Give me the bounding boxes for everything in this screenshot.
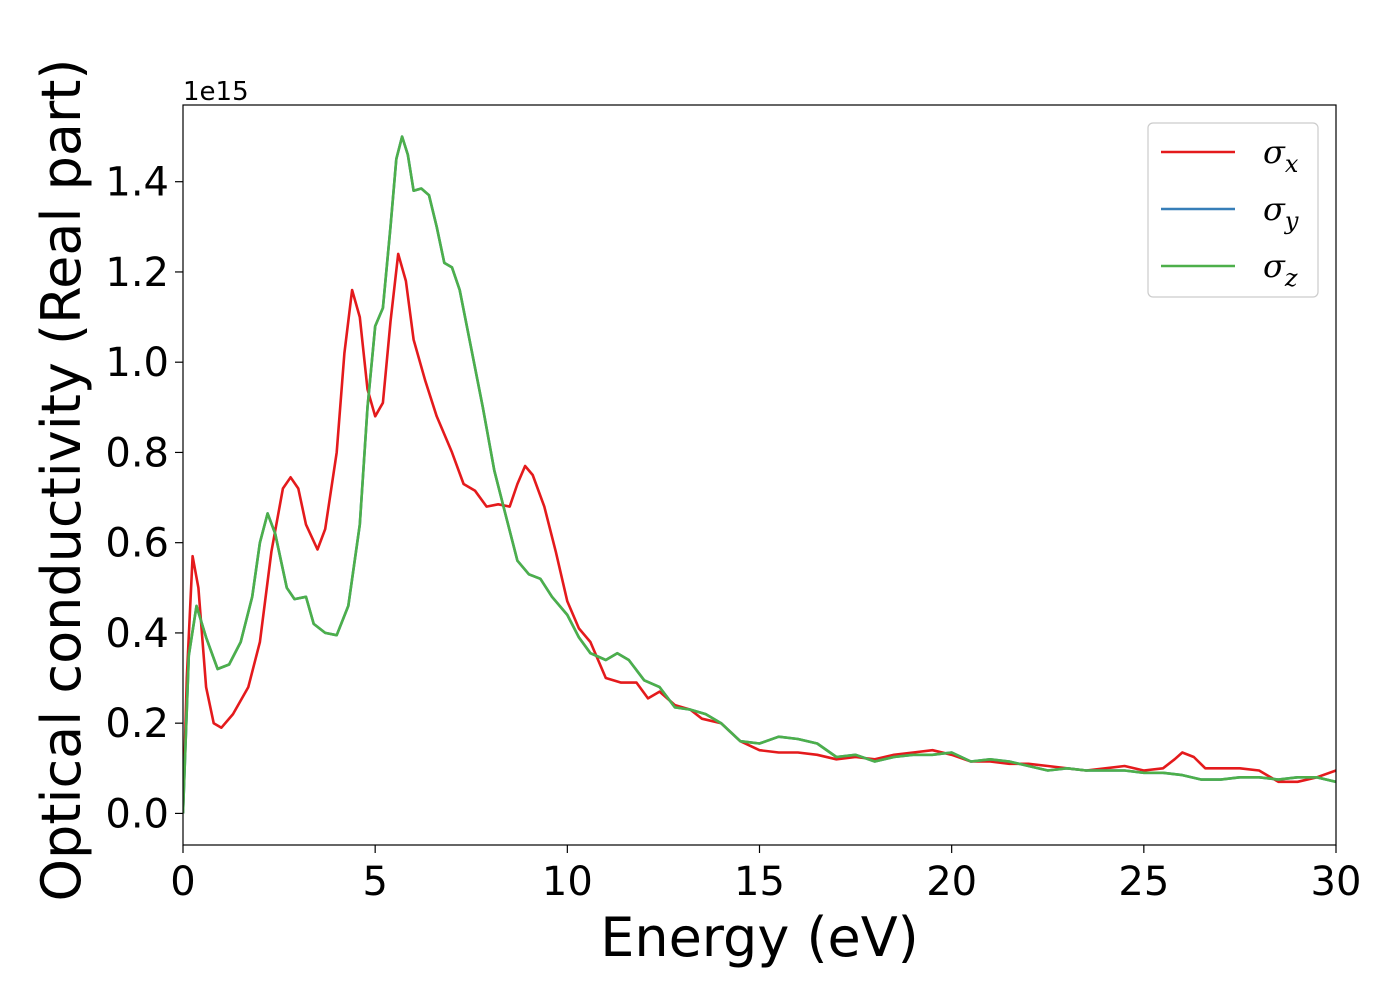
y-tick-label: 0.2 bbox=[105, 701, 169, 747]
legend-entry-y: σy bbox=[1263, 190, 1299, 235]
series-line-z bbox=[183, 135, 1336, 814]
legend-symbol: σ bbox=[1263, 190, 1286, 228]
legend-entry-x: σx bbox=[1263, 133, 1299, 178]
y-tick-label: 0.0 bbox=[105, 791, 169, 837]
x-tick-label: 20 bbox=[926, 859, 977, 905]
x-axis: 0 5 10 15 20 25 30 bbox=[170, 845, 1361, 905]
x-tick-label: 25 bbox=[1118, 859, 1169, 905]
legend-symbol: σ bbox=[1263, 247, 1286, 285]
y-tick-label: 0.4 bbox=[105, 611, 169, 657]
legend-subscript: y bbox=[1284, 207, 1299, 235]
y-offset-label: 1e15 bbox=[183, 77, 249, 107]
series-line-x bbox=[183, 252, 1336, 814]
x-tick-label: 0 bbox=[170, 859, 195, 905]
y-axis: 0.0 0.2 0.4 0.6 0.8 1.0 1.2 1.4 bbox=[105, 160, 183, 837]
x-tick-label: 5 bbox=[362, 859, 387, 905]
legend-entry-z: σz bbox=[1263, 247, 1298, 292]
legend-subscript: z bbox=[1284, 264, 1298, 292]
x-tick-label: 15 bbox=[734, 859, 785, 905]
x-axis-label: Energy (eV) bbox=[600, 906, 919, 969]
y-axis-label: Optical conductivity (Real part) bbox=[30, 59, 93, 902]
legend-symbol: σ bbox=[1263, 133, 1286, 171]
x-tick-label: 10 bbox=[542, 859, 593, 905]
y-tick-label: 1.4 bbox=[105, 160, 169, 206]
legend-subscript: x bbox=[1285, 150, 1299, 178]
y-tick-label: 0.8 bbox=[105, 430, 169, 476]
x-tick-label: 30 bbox=[1311, 859, 1362, 905]
y-tick-label: 0.6 bbox=[105, 521, 169, 567]
y-tick-label: 1.2 bbox=[105, 250, 169, 296]
y-tick-label: 1.0 bbox=[105, 340, 169, 386]
series-layer bbox=[183, 135, 1336, 814]
